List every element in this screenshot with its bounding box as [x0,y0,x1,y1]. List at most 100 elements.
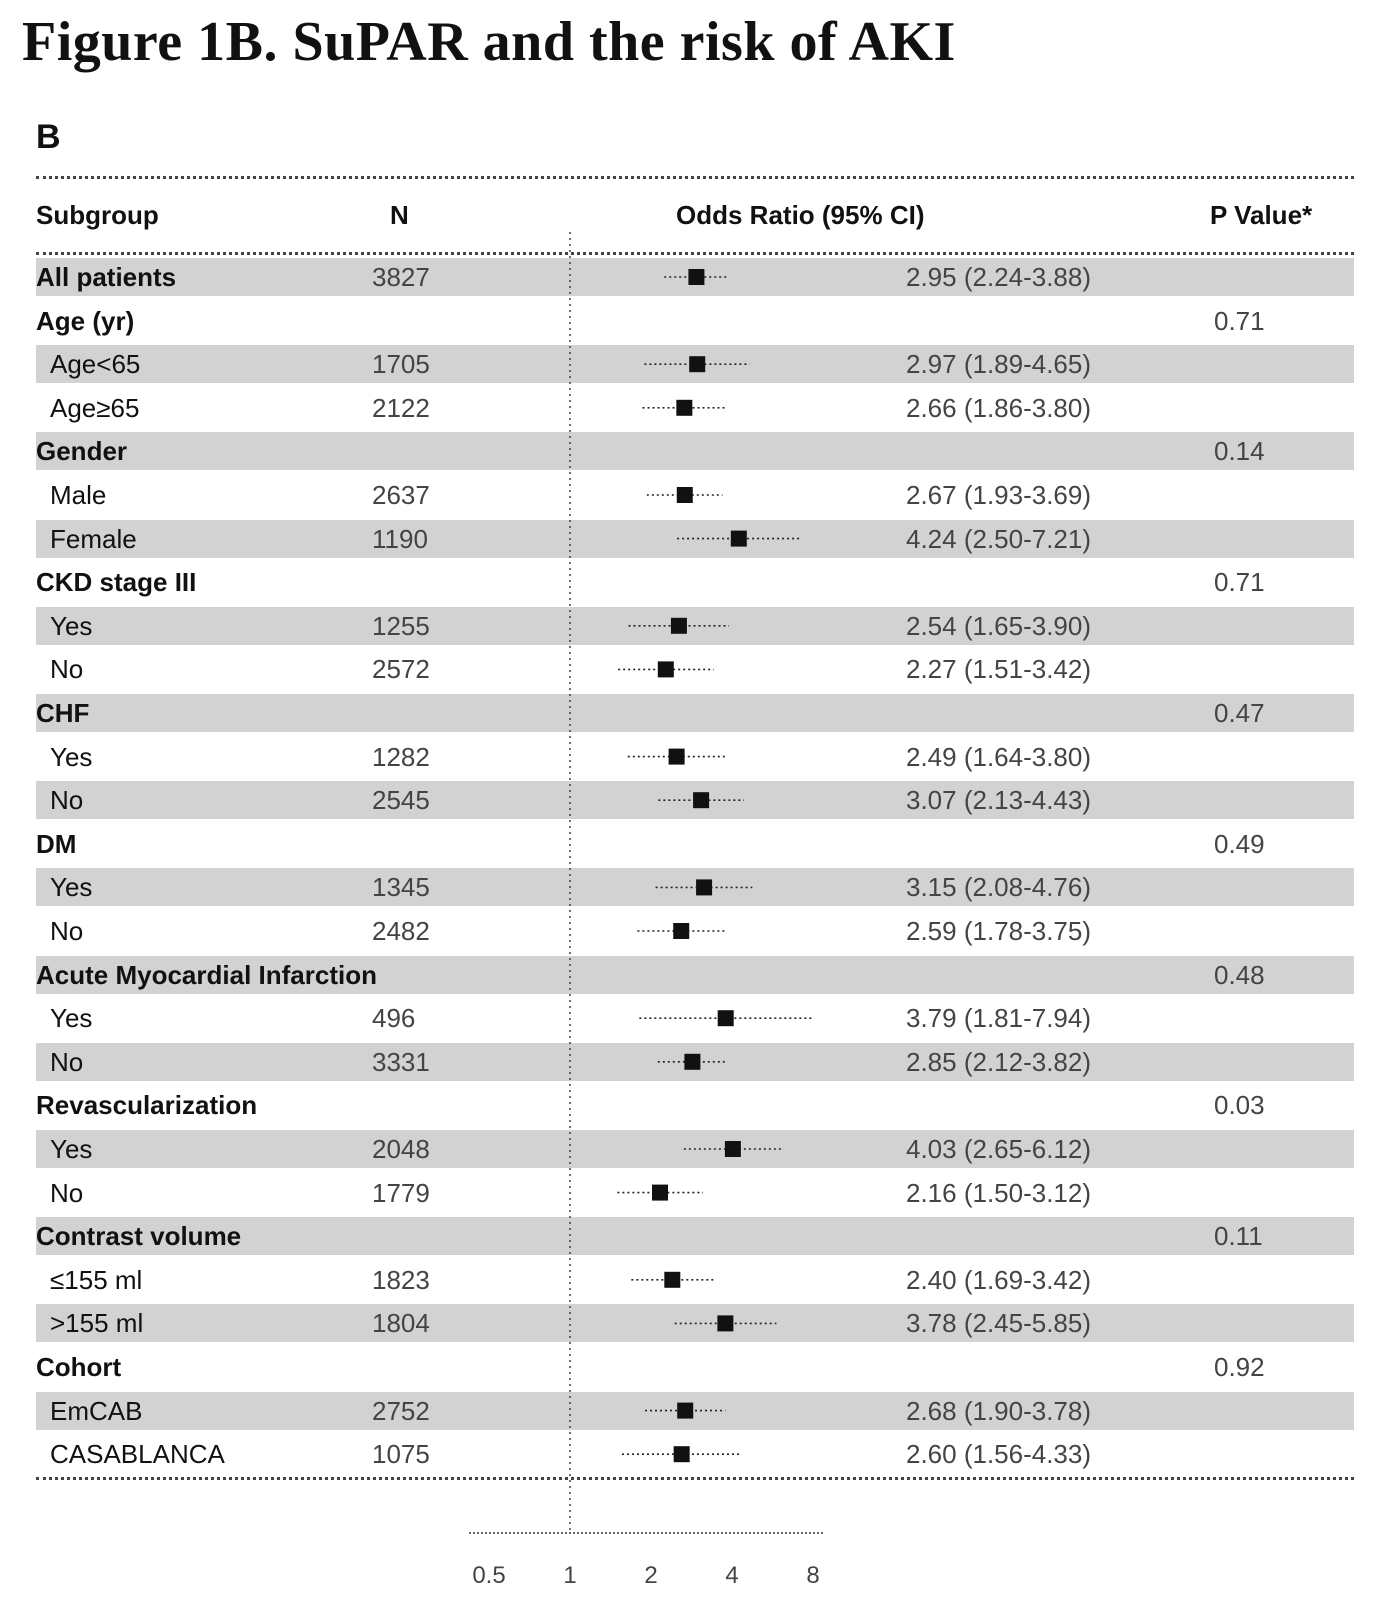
subgroup-label: ≤155 ml [50,1264,143,1295]
row-n: 3827 [372,262,430,292]
subgroup-label: Yes [50,1134,93,1164]
row-odds-ratio-text: 3.07 (2.13-4.43) [906,785,1092,816]
row-n: 2637 [372,480,430,510]
odds-ratio-marker [673,1446,690,1463]
odds-ratio-marker [696,879,713,896]
subgroup-label: CASABLANCA [50,1439,225,1470]
row-odds-ratio-text: 2.67 (1.93-3.69) [906,480,1092,510]
row-n: 1282 [372,741,430,772]
row-band [36,694,1354,732]
x-tick-label: 1 [563,1562,576,1589]
subgroup-label: No [50,1046,84,1077]
header-odds-ratio: Odds Ratio (95% CI) [676,200,925,230]
odds-ratio-marker [717,1315,734,1332]
row-n: 3331 [372,1046,430,1077]
subgroup-label: No [50,1177,84,1208]
row-odds-ratio-text: 2.66 (1.86-3.80) [906,392,1092,423]
group-label: Contrast volume [36,1221,242,1252]
subgroup-label: Yes [50,610,93,641]
subgroup-label: Yes [50,1003,93,1034]
row-band [36,955,1354,994]
group-label: CKD stage III [36,567,197,598]
row-odds-ratio-text: 3.78 (2.45-5.85) [906,1308,1092,1339]
group-label: Age (yr) [36,305,135,336]
row-n: 1804 [372,1308,430,1339]
row-n: 1190 [372,523,428,554]
group-label: DM [36,828,77,859]
odds-ratio-marker [677,1402,694,1419]
row-odds-ratio-text: 2.95 (2.24-3.88) [906,262,1092,292]
x-tick-label: 8 [806,1562,819,1589]
subgroup-label: No [50,916,84,946]
row-odds-ratio-text: 2.60 (1.56-4.33) [906,1439,1092,1470]
header-p-value: P Value* [1210,200,1313,230]
row-n: 2545 [372,785,430,816]
odds-ratio-marker [693,792,710,809]
panel-label: B [36,118,61,156]
row-odds-ratio-text: 3.15 (2.08-4.76) [906,872,1092,903]
row-p-value: 0.14 [1214,436,1265,467]
subgroup-label: EmCAB [50,1395,143,1426]
group-label: Acute Myocardial Infarction [36,959,377,990]
row-odds-ratio-text: 2.68 (1.90-3.78) [906,1395,1092,1426]
row-n: 2482 [372,916,430,946]
row-p-value: 0.71 [1214,567,1265,598]
row-band [36,519,1354,558]
x-tick-label: 0.5 [472,1562,505,1589]
row-band [36,1217,1354,1256]
subgroup-label: Female [50,523,137,554]
subgroup-label: Male [50,480,107,510]
odds-ratio-marker [657,661,674,678]
row-odds-ratio-text: 2.49 (1.64-3.80) [906,741,1092,772]
row-p-value: 0.11 [1214,1221,1263,1252]
x-tick-label: 4 [725,1562,738,1589]
subgroup-label: No [50,654,84,685]
row-odds-ratio-text: 2.85 (2.12-3.82) [906,1046,1092,1077]
row-n: 2572 [372,654,430,685]
row-n: 2122 [372,392,430,423]
subgroup-label: Age<65 [50,349,141,380]
row-odds-ratio-text: 2.27 (1.51-3.42) [906,654,1092,685]
figure-title: Figure 1B. SuPAR and the risk of AKI [22,11,956,73]
row-n: 1075 [372,1439,430,1470]
row-odds-ratio-text: 3.79 (1.81-7.94) [906,1003,1092,1034]
row-p-value: 0.03 [1214,1090,1265,1121]
odds-ratio-marker [688,269,705,285]
group-label: All patients [36,262,177,292]
row-n: 496 [372,1003,416,1034]
row-n: 1823 [372,1264,430,1295]
odds-ratio-marker [689,356,706,373]
x-tick-label: 2 [644,1562,657,1589]
odds-ratio-marker [668,748,685,765]
group-label: Revascularization [36,1090,258,1121]
bottom-rule [36,1477,1354,1480]
group-label: Cohort [36,1352,122,1382]
row-n: 1779 [372,1177,430,1208]
row-n: 1345 [372,872,430,903]
row-p-value: 0.71 [1214,305,1265,336]
group-label: CHF [36,698,90,728]
odds-ratio-marker [684,1053,701,1070]
row-odds-ratio-text: 2.97 (1.89-4.65) [906,349,1092,380]
row-n: 2752 [372,1395,430,1426]
subgroup-label: Yes [50,741,93,772]
row-n: 1255 [372,610,430,641]
header-n: N [390,200,409,230]
row-odds-ratio-text: 2.40 (1.69-3.42) [906,1264,1092,1295]
odds-ratio-marker [676,399,693,416]
row-p-value: 0.49 [1214,828,1265,859]
top-rule [36,176,1354,179]
row-band [36,868,1354,907]
odds-ratio-marker [676,487,693,503]
row-band [36,432,1354,471]
odds-ratio-marker [717,1010,734,1027]
row-n: 2048 [372,1134,430,1164]
odds-ratio-marker [664,1271,681,1288]
odds-ratio-marker [730,530,747,547]
odds-ratio-marker [673,923,690,939]
header-subgroup: Subgroup [36,200,159,230]
odds-ratio-marker [651,1184,668,1201]
row-odds-ratio-text: 4.24 (2.50-7.21) [906,523,1092,554]
